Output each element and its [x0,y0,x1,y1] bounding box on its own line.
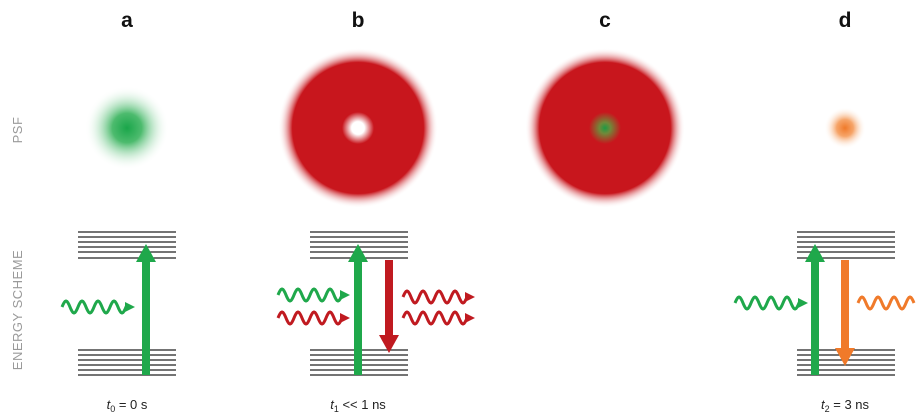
time-text: = 3 ns [830,397,870,412]
photon-wave [403,291,467,303]
photon-wave [858,297,914,309]
psf-donut [525,48,685,208]
transition-arrow [385,260,393,335]
transition-arrow [811,262,819,375]
psf-spot [824,107,866,149]
panel-label: c [599,9,611,32]
photon-wave [403,312,467,324]
panel-label: b [352,9,365,32]
row-label: ENERGY SCHEME [10,250,25,370]
psf-donut [278,48,438,208]
photon-wave [278,289,342,301]
time-label: t0 = 0 s [107,397,148,414]
row-label: PSF [10,117,25,144]
arrow-head [340,290,350,300]
arrow-head [125,302,135,312]
transition-arrow [142,262,150,375]
time-text: << 1 ns [339,397,386,412]
transition-arrow [841,260,849,348]
photon-wave [735,297,800,309]
arrow-head [835,348,855,366]
time-label: t2 = 3 ns [821,397,870,414]
arrow-head [340,313,350,323]
arrow-head [465,313,475,323]
psf-spot [85,86,169,170]
panel-label: d [839,9,852,32]
time-text: = 0 s [115,397,148,412]
arrow-head [465,292,475,302]
transition-arrow [354,262,362,375]
arrow-head [798,298,808,308]
panel-label: a [121,9,133,32]
time-label: t1 << 1 ns [330,397,386,414]
photon-wave [62,301,127,313]
photon-wave [278,312,342,324]
figure: a b c d PSF ENERGY SCHEME t0 = 0 s t1 <<… [0,0,916,417]
